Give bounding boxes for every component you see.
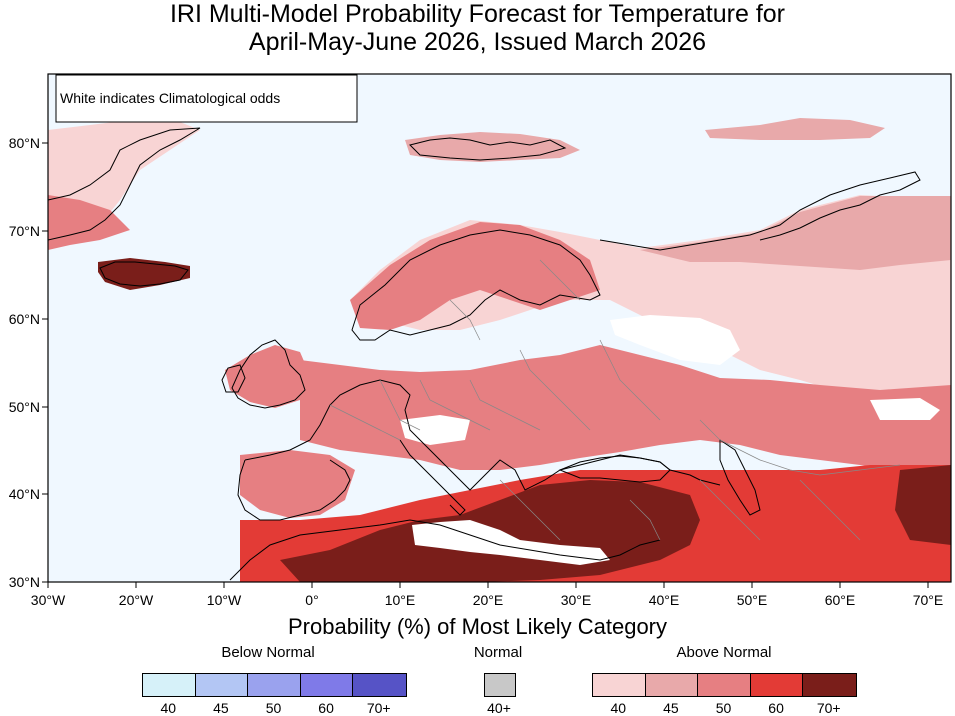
coastline-ireland [221, 364, 246, 393]
climatology-note: White indicates Climatological odds [60, 90, 280, 106]
map-frame [47, 73, 952, 583]
above-normal-45-svalbard [405, 132, 580, 162]
climatology-patch-russia [610, 315, 740, 365]
above-normal-50-iberia [240, 450, 355, 518]
lon-label: 60°E [825, 592, 856, 608]
legend-above-normal-scale [592, 673, 857, 697]
legend-swatch-above-60 [750, 674, 804, 696]
lon-label: 50°E [737, 592, 768, 608]
coastline-italy [399, 439, 466, 516]
lon-label: 70°E [913, 592, 944, 608]
legend-swatch-below-60 [300, 674, 354, 696]
climatology-note-box [55, 74, 358, 123]
lat-label: 60°N [9, 311, 40, 327]
latitude-axis: 80°N 70°N 60°N 50°N 40°N 30°N [9, 135, 48, 590]
above-normal-70-iran [895, 465, 951, 545]
mediterranean-climatology [412, 520, 610, 565]
legend-normal-label: Normal [473, 644, 523, 661]
lat-label: 80°N [9, 135, 40, 151]
above-normal-50-scandinavia [350, 222, 600, 330]
lat-label: 30°N [9, 574, 40, 590]
coastline-russia-north [599, 171, 921, 251]
above-normal-45-arctic [640, 196, 951, 270]
legend-swatch-normal-40+ [485, 674, 515, 696]
above-normal-45-arctic-islands [705, 118, 885, 140]
legend-swatch-above-50 [698, 674, 751, 696]
coastline-greenland [48, 127, 201, 241]
lon-label: 20°W [119, 592, 154, 608]
coastline-caspian [719, 439, 761, 516]
lon-label: 10°W [207, 592, 242, 608]
legend-swatch-below-40 [143, 674, 196, 696]
coastline-black-sea [558, 455, 671, 483]
legend-below-normal-scale [142, 673, 407, 697]
legend-swatch-above-70+ [803, 674, 856, 696]
forecast-map: White indicates Climatological odds 80°N… [9, 73, 952, 608]
coastline-iceland [99, 261, 189, 287]
political-borders [329, 259, 901, 541]
above-normal-70-iceland [98, 258, 190, 290]
coastline-uk [231, 339, 306, 409]
map-title-line1: IRI Multi-Model Probability Forecast for… [169, 0, 786, 28]
legend-swatch-above-45 [645, 674, 699, 696]
legend-label-below-45: 45 [213, 700, 229, 716]
legend-swatch-above-40 [593, 674, 646, 696]
above-normal-50-greenland [48, 195, 130, 250]
legend-label-below-60: 60 [318, 700, 334, 716]
legend-label-normal-40+: 40+ [487, 700, 511, 716]
legend-below-normal-label: Below Normal [221, 644, 315, 661]
legend-label-above-70+: 70+ [816, 700, 841, 716]
lat-label: 70°N [9, 223, 40, 239]
legend-normal-scale [484, 673, 516, 697]
lat-label: 50°N [9, 399, 40, 415]
lon-label: 10°E [385, 592, 416, 608]
legend-label-below-40: 40 [160, 700, 177, 716]
legend-title: Probability (%) of Most Likely Category [287, 614, 668, 639]
legend-label-above-45: 45 [663, 700, 679, 716]
legend-swatch-below-50 [248, 674, 301, 696]
climatology-patch-kazakh [870, 398, 940, 420]
legend-label-below-50: 50 [265, 700, 282, 716]
legend-label-above-60: 60 [768, 700, 784, 716]
lon-label: 40°E [649, 592, 680, 608]
lon-label: 30°W [31, 592, 66, 608]
legend-label-above-40: 40 [610, 700, 627, 716]
coastline-north-africa [229, 519, 661, 581]
legend-swatch-below-70+ [353, 674, 406, 696]
coastline-iberia [237, 459, 351, 521]
legend-label-above-50: 50 [715, 700, 732, 716]
legend-label-below-70+: 70+ [366, 700, 391, 716]
coastline-scandinavia [351, 229, 601, 341]
coastline-svalbard [409, 137, 567, 161]
legend-swatch-below-45 [195, 674, 249, 696]
coastlines [48, 127, 921, 581]
legend-above-normal-label: Above Normal [676, 644, 772, 661]
longitude-axis: 30°W 20°W 10°W 0° 10°E 20°E 30°E 40°E 50… [31, 582, 943, 608]
lon-label: 0° [305, 592, 318, 608]
lon-label: 30°E [561, 592, 592, 608]
map-title-line2: April-May-June 2026, Issued March 2026 [248, 28, 707, 56]
lat-label: 40°N [9, 486, 40, 502]
lon-label: 20°E [473, 592, 504, 608]
probability-shading [48, 118, 951, 582]
